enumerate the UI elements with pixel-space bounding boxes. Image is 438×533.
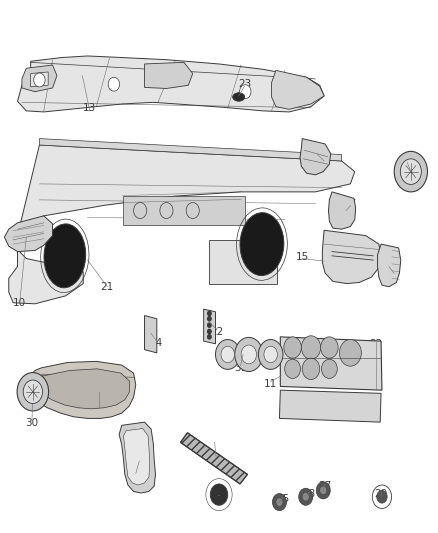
Circle shape — [285, 359, 300, 378]
Text: 15: 15 — [296, 252, 309, 262]
Text: 5: 5 — [212, 454, 219, 463]
Circle shape — [258, 340, 283, 369]
Ellipse shape — [233, 93, 245, 101]
Polygon shape — [328, 192, 356, 229]
Text: 10: 10 — [13, 298, 26, 308]
Circle shape — [215, 340, 240, 369]
Circle shape — [301, 336, 321, 359]
Polygon shape — [180, 433, 247, 484]
Circle shape — [302, 492, 309, 501]
Circle shape — [208, 317, 211, 321]
Text: 21: 21 — [101, 282, 114, 292]
Polygon shape — [119, 422, 155, 493]
Circle shape — [34, 73, 45, 87]
Circle shape — [208, 323, 211, 327]
Circle shape — [394, 151, 427, 192]
Text: 27: 27 — [318, 481, 332, 491]
Circle shape — [208, 311, 211, 316]
Circle shape — [272, 494, 286, 511]
Circle shape — [264, 346, 277, 362]
Polygon shape — [378, 244, 401, 287]
Polygon shape — [145, 316, 157, 353]
Circle shape — [221, 346, 234, 362]
Polygon shape — [145, 62, 193, 88]
Text: 30: 30 — [25, 418, 39, 427]
Polygon shape — [39, 139, 342, 161]
Polygon shape — [124, 429, 150, 485]
Circle shape — [321, 337, 338, 358]
Polygon shape — [9, 145, 355, 304]
Text: 24: 24 — [212, 492, 225, 502]
Text: 29: 29 — [374, 489, 388, 499]
Polygon shape — [22, 65, 57, 92]
Polygon shape — [4, 216, 53, 252]
Polygon shape — [35, 369, 130, 409]
Text: 31: 31 — [234, 363, 247, 373]
Circle shape — [321, 359, 337, 378]
Ellipse shape — [240, 213, 284, 276]
Circle shape — [240, 85, 251, 99]
Polygon shape — [31, 72, 48, 87]
Polygon shape — [26, 361, 136, 418]
Polygon shape — [272, 70, 324, 109]
Text: 13: 13 — [83, 103, 96, 112]
Ellipse shape — [44, 224, 86, 288]
Text: 17: 17 — [344, 199, 357, 208]
Text: 22: 22 — [210, 327, 223, 336]
FancyBboxPatch shape — [123, 196, 245, 225]
Polygon shape — [280, 337, 382, 390]
Text: 6: 6 — [132, 471, 139, 480]
Circle shape — [316, 482, 330, 499]
Circle shape — [302, 358, 320, 379]
Text: 11: 11 — [264, 379, 277, 389]
Polygon shape — [279, 390, 381, 422]
Circle shape — [23, 380, 42, 403]
Circle shape — [320, 486, 327, 495]
Polygon shape — [322, 230, 381, 284]
Circle shape — [235, 337, 263, 372]
Text: 9: 9 — [321, 154, 328, 163]
Circle shape — [210, 484, 228, 505]
Text: 16: 16 — [388, 267, 401, 277]
Text: 28: 28 — [303, 489, 316, 499]
Circle shape — [17, 373, 49, 411]
FancyBboxPatch shape — [209, 240, 277, 284]
Circle shape — [108, 77, 120, 91]
Text: 25: 25 — [276, 495, 289, 504]
Circle shape — [241, 345, 257, 364]
Text: 8: 8 — [95, 406, 102, 415]
Circle shape — [339, 340, 361, 366]
Polygon shape — [18, 56, 324, 112]
Circle shape — [276, 498, 283, 506]
Polygon shape — [300, 139, 331, 175]
Circle shape — [208, 335, 211, 339]
Circle shape — [400, 159, 421, 184]
Circle shape — [299, 488, 313, 505]
Text: 23: 23 — [238, 79, 251, 89]
Polygon shape — [204, 309, 215, 344]
Circle shape — [208, 329, 211, 334]
Text: 14: 14 — [150, 338, 163, 348]
Text: 30: 30 — [401, 156, 414, 166]
Text: 32: 32 — [369, 339, 382, 349]
Circle shape — [284, 337, 301, 358]
Circle shape — [377, 490, 387, 503]
